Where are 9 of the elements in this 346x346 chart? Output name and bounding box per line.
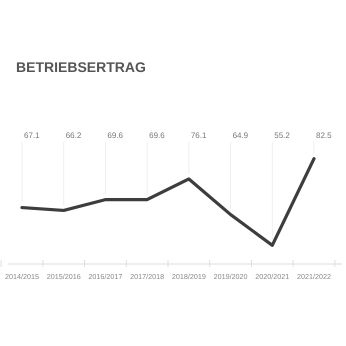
chart-title: BETRIEBSERTRAG [16,59,146,75]
data-label: 69.6 [107,131,124,140]
data-label: 69.6 [149,131,166,140]
data-label: 67.1 [24,131,40,140]
data-label: 76.1 [190,131,207,140]
data-label: 66.2 [66,131,82,140]
data-label: 55.2 [274,131,290,140]
data-label: 82.5 [316,131,332,140]
data-label: 64.9 [232,131,249,140]
